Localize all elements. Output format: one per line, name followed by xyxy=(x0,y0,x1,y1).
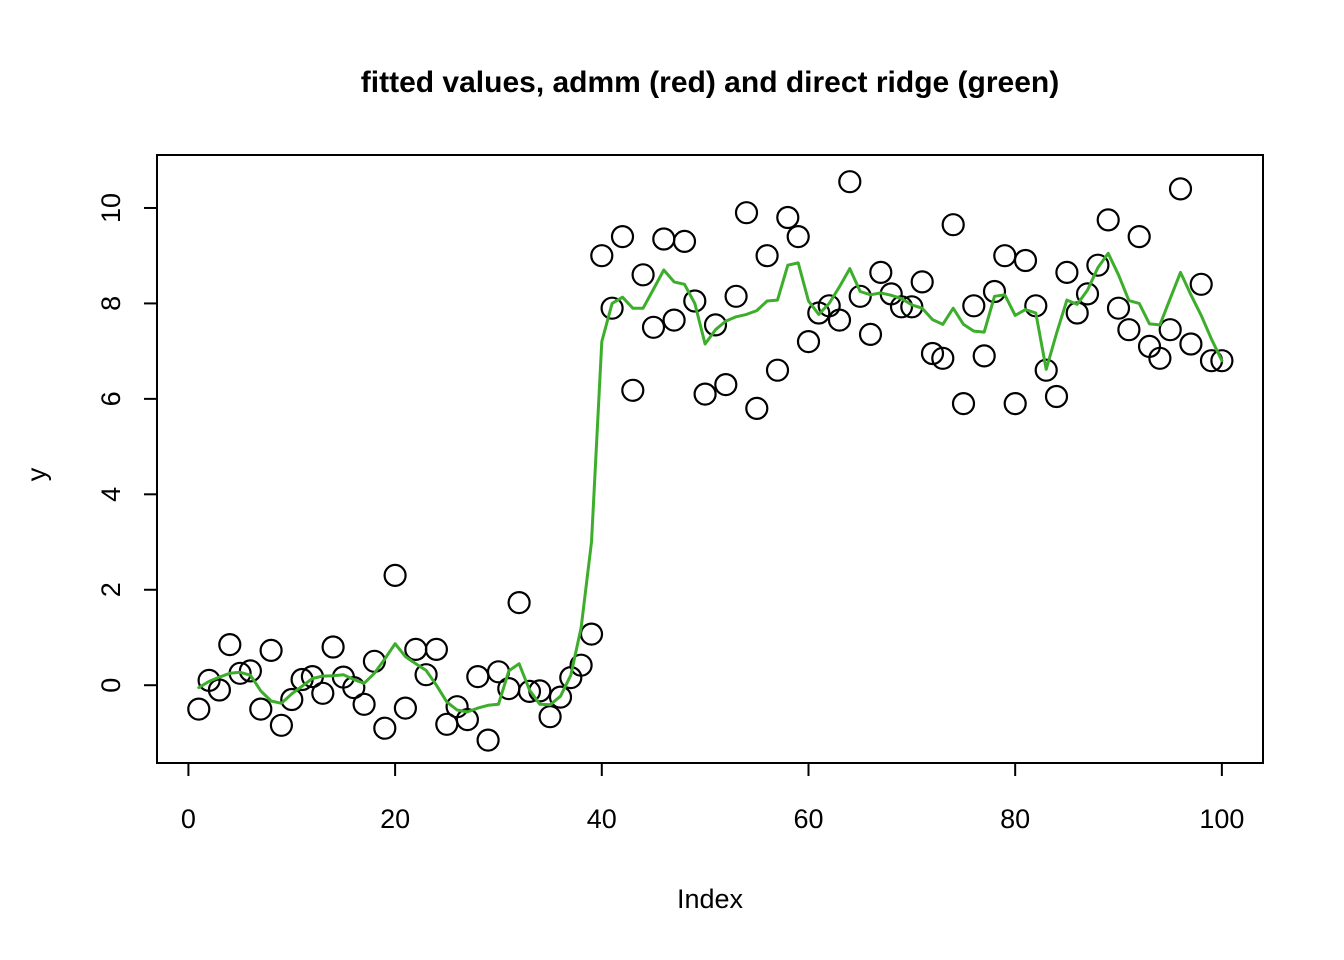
data-point xyxy=(786,225,810,249)
data-point xyxy=(962,294,986,318)
data-point xyxy=(1189,272,1213,296)
data-point xyxy=(590,244,614,268)
y-axis-tick-label: 2 xyxy=(96,582,126,597)
y-axis-tick-label: 0 xyxy=(96,678,126,693)
data-point xyxy=(1168,177,1193,201)
data-point xyxy=(507,590,531,615)
data-point xyxy=(218,632,242,657)
data-point xyxy=(755,244,779,268)
data-point xyxy=(734,201,759,225)
data-point xyxy=(569,653,593,677)
data-point xyxy=(703,313,728,337)
data-point xyxy=(1034,358,1058,382)
x-axis-tick-label: 60 xyxy=(793,804,823,834)
data-point xyxy=(414,663,438,687)
data-point xyxy=(951,392,976,416)
data-point xyxy=(1106,296,1131,320)
data-point xyxy=(858,322,883,346)
data-point xyxy=(889,295,914,319)
data-point xyxy=(321,635,345,659)
chart-title: fitted values, admm (red) and direct rid… xyxy=(360,66,1060,99)
data-point xyxy=(1158,318,1182,342)
data-point xyxy=(259,638,283,663)
data-point xyxy=(693,382,717,406)
data-point xyxy=(383,563,407,588)
data-point xyxy=(941,213,965,237)
data-point xyxy=(352,692,376,716)
data-point xyxy=(517,679,542,704)
x-axis-tick-label: 0 xyxy=(181,804,196,834)
data-point xyxy=(796,330,821,354)
data-point xyxy=(342,675,366,700)
data-point xyxy=(1013,248,1038,273)
data-point xyxy=(641,315,666,339)
data-point xyxy=(869,260,893,284)
data-point xyxy=(765,358,790,382)
data-point xyxy=(393,696,417,720)
data-point xyxy=(848,284,872,308)
y-axis-tick-label: 8 xyxy=(96,296,126,311)
data-point xyxy=(714,373,738,397)
data-point xyxy=(579,622,604,646)
data-point xyxy=(1117,318,1141,342)
x-axis-tick-label: 20 xyxy=(380,804,410,834)
data-point xyxy=(621,378,645,402)
data-point xyxy=(1086,253,1110,277)
data-point xyxy=(652,227,676,251)
y-axis-tick-label: 10 xyxy=(96,193,126,223)
data-point xyxy=(993,244,1017,268)
data-point xyxy=(931,346,955,370)
data-point xyxy=(838,170,862,194)
data-point xyxy=(910,270,934,294)
data-point xyxy=(538,705,562,729)
x-axis-label: Index xyxy=(676,884,744,914)
y-axis-tick-label: 6 xyxy=(96,391,126,406)
data-point xyxy=(1044,384,1069,409)
data-point xyxy=(920,341,945,366)
data-point xyxy=(1096,208,1120,232)
data-point xyxy=(1148,346,1172,370)
data-point xyxy=(776,205,800,230)
y-axis-tick-label: 4 xyxy=(96,487,126,502)
data-point xyxy=(548,685,573,709)
data-point xyxy=(466,664,490,689)
plot-box xyxy=(156,154,1264,764)
data-point xyxy=(269,713,293,737)
data-point xyxy=(207,678,231,702)
data-point xyxy=(1210,349,1234,373)
data-point xyxy=(672,229,697,253)
data-point xyxy=(610,225,635,249)
data-point xyxy=(373,716,397,740)
data-point xyxy=(1179,332,1203,356)
data-point xyxy=(476,728,500,752)
data-point xyxy=(600,296,624,320)
data-point xyxy=(311,681,335,705)
fitted-line xyxy=(197,251,1224,714)
data-point xyxy=(445,695,469,719)
data-point xyxy=(745,396,769,420)
data-point xyxy=(827,308,852,332)
data-point xyxy=(631,263,655,287)
data-point xyxy=(280,687,304,712)
data-point xyxy=(249,697,273,721)
data-point xyxy=(982,279,1007,304)
data-point xyxy=(187,697,211,721)
data-point xyxy=(1075,282,1100,306)
data-point xyxy=(1003,392,1027,416)
data-point xyxy=(683,289,707,313)
data-point xyxy=(455,707,479,732)
data-point xyxy=(972,344,996,368)
data-point xyxy=(404,637,428,662)
x-axis-tick-label: 40 xyxy=(587,804,617,834)
data-point xyxy=(1127,225,1151,249)
y-axis-label: y xyxy=(21,467,52,482)
data-point xyxy=(424,637,448,662)
data-point xyxy=(1055,260,1079,284)
data-point xyxy=(662,308,686,332)
x-axis-tick-label: 100 xyxy=(1199,804,1244,834)
x-axis-tick-label: 80 xyxy=(1000,804,1030,834)
data-point xyxy=(724,284,748,308)
